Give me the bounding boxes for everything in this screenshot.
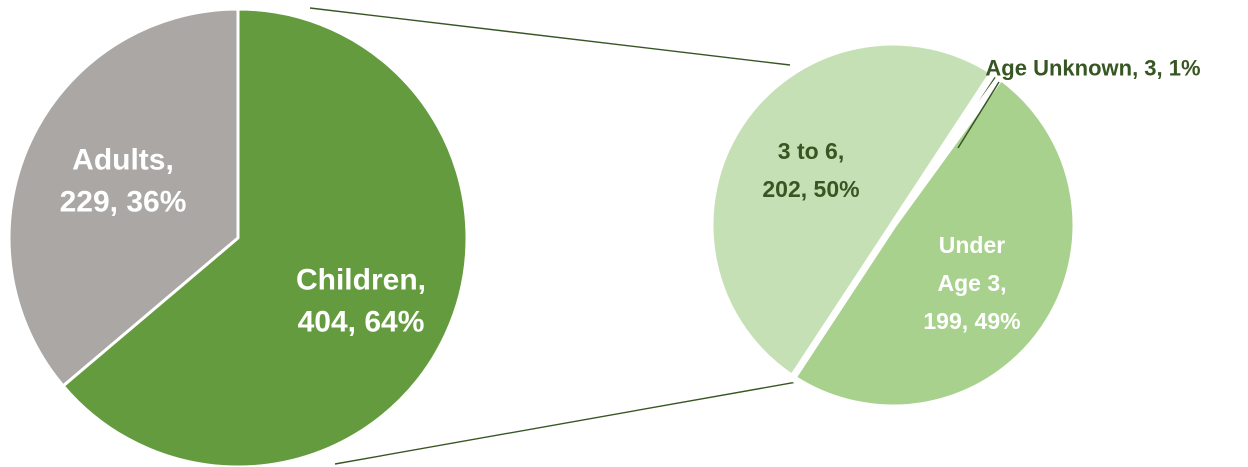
connector-lines <box>309 7 809 465</box>
data-label-line: 404, 64% <box>298 306 425 339</box>
data-label-line: Age 3, <box>937 270 1006 296</box>
data-label-line: Adults, <box>72 144 174 177</box>
connector-line-bottom <box>334 379 809 465</box>
sub-pie-slice-under-age-3 <box>788 73 1080 412</box>
data-label-line: Age Unknown, 3, 1% <box>985 56 1200 81</box>
data-label-line: 199, 49% <box>923 308 1020 334</box>
sub-pie-slice-3-to-6 <box>706 38 998 382</box>
connector-line-top <box>309 7 791 66</box>
data-label-age-unknown: Age Unknown, 3, 1% <box>985 56 1200 81</box>
data-label-children: Children, 404, 64% <box>296 264 426 339</box>
leader-line-age-unknown <box>957 81 1000 149</box>
data-labels: Adults, 229, 36% Children, 404, 64% Under Age… <box>60 56 1201 339</box>
main-pie <box>7 7 469 467</box>
data-label-adults: Adults, 229, 36% <box>60 144 187 219</box>
sub-pie-slice-age-unknown <box>889 68 1005 229</box>
data-label-line: 229, 36% <box>60 186 187 219</box>
data-label-under-age-3: Under Age 3, 199, 49% <box>923 232 1020 334</box>
data-label-line: Children, <box>296 264 426 297</box>
pie-slice-adults <box>7 7 240 388</box>
data-label-line: 202, 50% <box>762 176 859 202</box>
pie-slice-children <box>61 7 469 467</box>
data-label-3-to-6: 3 to 6, 202, 50% <box>762 138 859 202</box>
secondary-pie <box>706 38 1080 412</box>
data-label-line: Under <box>939 232 1006 258</box>
data-label-line: 3 to 6, <box>778 138 844 164</box>
